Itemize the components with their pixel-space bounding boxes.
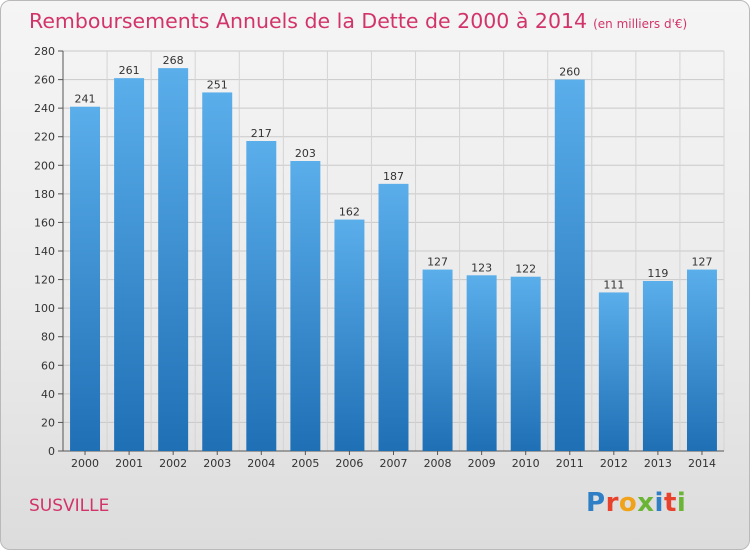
bar-value-label: 261 (119, 64, 140, 77)
chart-subtitle: (en milliers d'€) (593, 17, 688, 31)
bar-value-label: 187 (383, 170, 404, 183)
y-tick-label: 60 (41, 359, 55, 372)
logo-letter: r (605, 488, 619, 518)
y-tick-label: 40 (41, 388, 55, 401)
bar-value-label: 119 (647, 267, 668, 280)
logo-letter: i (654, 488, 664, 518)
y-tick-label: 180 (34, 188, 55, 201)
logo-letter: o (618, 488, 638, 518)
y-tick-label: 20 (41, 416, 55, 429)
bar (686, 269, 717, 451)
bar (642, 281, 673, 451)
bar-value-label: 122 (515, 263, 536, 276)
bar (422, 269, 453, 451)
bar (466, 275, 497, 451)
bar (598, 292, 629, 451)
bar-value-label: 127 (427, 256, 448, 269)
location-name: SUSVILLE (29, 496, 110, 516)
bar-layer (70, 68, 717, 452)
bar-value-label: 203 (295, 147, 316, 160)
bar-value-label: 127 (691, 256, 712, 269)
y-tick-label: 120 (34, 274, 55, 287)
bar (70, 106, 101, 451)
bar (202, 92, 233, 451)
bar-value-label: 260 (559, 66, 580, 79)
bar (554, 79, 585, 452)
chart-title-text: Remboursements Annuels de la Dette de 20… (29, 9, 588, 33)
bar-value-label: 268 (163, 54, 184, 67)
x-tick-label: 2004 (247, 457, 275, 470)
y-tick-label: 140 (34, 245, 55, 258)
x-tick-label: 2009 (468, 457, 496, 470)
x-tick-label: 2003 (203, 457, 231, 470)
bar (158, 68, 189, 452)
bar (246, 141, 277, 451)
bar-value-label: 111 (603, 278, 624, 291)
x-tick-label: 2014 (688, 457, 716, 470)
x-tick-label: 2006 (335, 457, 363, 470)
logo-letter: P (586, 488, 606, 518)
bar-value-label: 217 (251, 127, 272, 140)
bar (510, 276, 541, 451)
x-tick-label: 2011 (556, 457, 584, 470)
bar (290, 161, 321, 451)
logo-letter: t (663, 488, 677, 518)
bar-value-label: 241 (75, 93, 96, 106)
y-tick-label: 200 (34, 159, 55, 172)
chart-title: Remboursements Annuels de la Dette de 20… (29, 9, 687, 33)
bar-value-label: 251 (207, 78, 228, 91)
x-tick-label: 2007 (380, 457, 408, 470)
x-tick-label: 2010 (512, 457, 540, 470)
x-tick-label: 2001 (115, 457, 143, 470)
bar (378, 183, 409, 451)
x-tick-label: 2013 (644, 457, 672, 470)
y-tick-label: 220 (34, 131, 55, 144)
y-tick-label: 280 (34, 45, 55, 58)
proxiti-logo: Proxiti (586, 488, 686, 518)
bar-value-label: 123 (471, 261, 492, 274)
bar-value-label: 162 (339, 206, 360, 219)
x-tick-label: 2008 (424, 457, 452, 470)
label-layer: 241 261 268 251 217 203 162 187 127 123 122 260 111 1… (75, 54, 713, 291)
logo-letter: i (676, 488, 687, 518)
x-tick-label: 2005 (291, 457, 319, 470)
x-tick-label: 2002 (159, 457, 187, 470)
bar (334, 219, 365, 451)
y-tick-label: 240 (34, 102, 55, 115)
y-tick-label: 80 (41, 331, 55, 344)
x-tick-label: 2012 (600, 457, 628, 470)
logo-letter: x (637, 488, 655, 518)
y-tick-label: 160 (34, 216, 55, 229)
axis-layer: 0 20 40 60 80 100 120 140 160 180 200 220 240 260 280 2… (34, 45, 724, 470)
y-tick-label: 260 (34, 74, 55, 87)
bar (114, 78, 145, 452)
y-tick-label: 0 (48, 445, 55, 458)
x-tick-label: 2000 (71, 457, 99, 470)
y-tick-label: 100 (34, 302, 55, 315)
